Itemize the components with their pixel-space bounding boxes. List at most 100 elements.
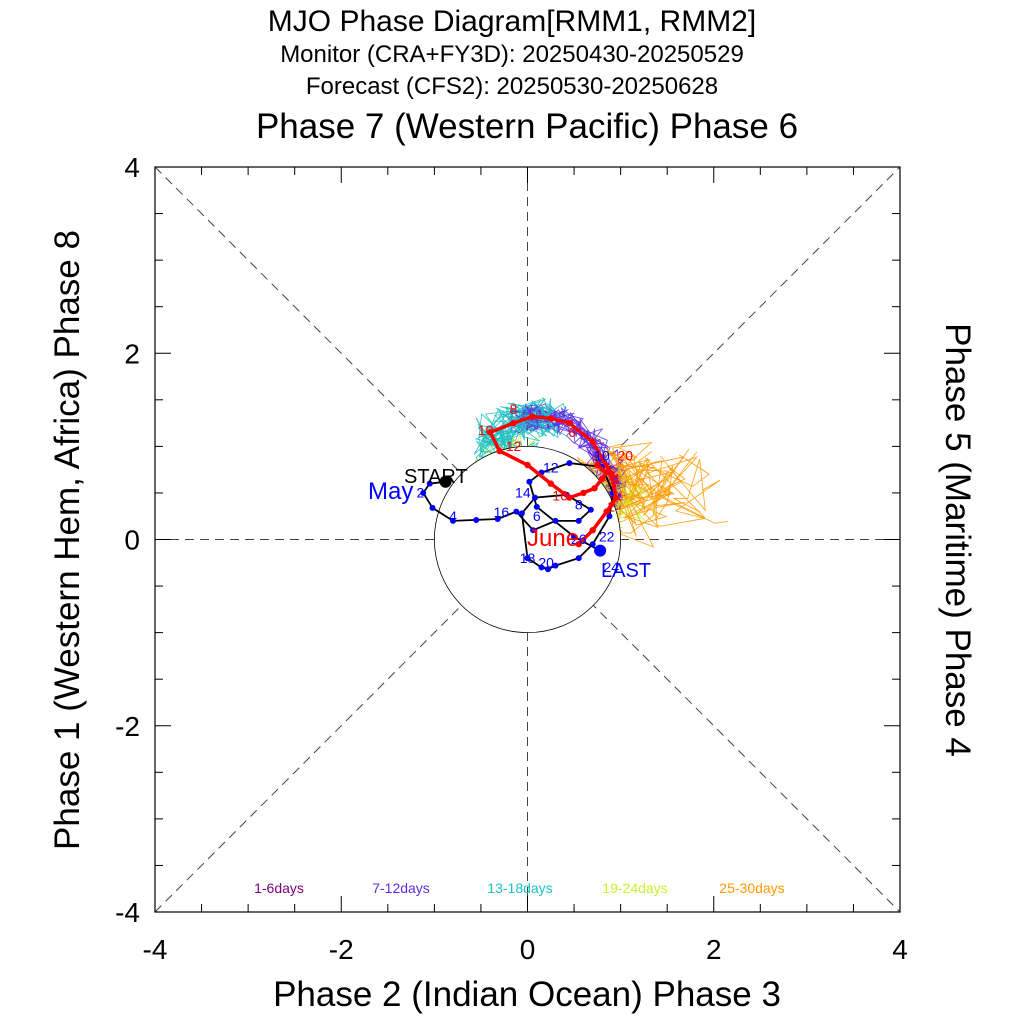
monitor-day-label: 14	[515, 485, 531, 501]
monitor-point	[552, 517, 559, 524]
forecast-point	[580, 489, 587, 497]
legend-item: 13-18days	[487, 880, 552, 896]
monitor-point	[526, 478, 533, 485]
forecast-point	[510, 419, 517, 427]
forecast-point	[603, 469, 610, 476]
legend-item: 25-30days	[719, 880, 784, 896]
x-tick-label: 4	[892, 934, 908, 965]
x-axis-title: Phase 2 (Indian Ocean) Phase 3	[273, 975, 781, 1014]
forecast-day-label: 16	[552, 487, 568, 503]
legend-item: 7-12days	[372, 880, 430, 896]
monitor-point	[575, 555, 582, 562]
monitor-day-label: 10	[594, 447, 610, 463]
monitor-day-label: 26	[571, 531, 587, 547]
monitor-day-label: 16	[494, 504, 510, 520]
forecast-point	[528, 413, 536, 420]
monitor-point	[544, 566, 551, 573]
x-tick-label: 2	[706, 934, 722, 965]
monitor-point	[518, 510, 525, 517]
y-tick-label: 0	[124, 525, 140, 556]
forecast-point	[589, 438, 596, 445]
monitor-line	[422, 462, 615, 571]
monitor-point	[429, 504, 436, 511]
start-label: START	[404, 466, 468, 488]
monitor-point	[589, 541, 596, 548]
month-june-label: June	[527, 525, 579, 552]
monitor-point	[513, 508, 520, 515]
monitor-point	[552, 562, 559, 569]
forecast-point	[566, 494, 573, 501]
legend-item: 19-24days	[602, 880, 667, 896]
x-tick-label: -4	[143, 934, 168, 965]
unit-circle-layer	[433, 445, 622, 634]
forecast-day-label: 20	[617, 447, 633, 463]
x-tick-label: -2	[329, 934, 354, 965]
last-marker	[594, 544, 607, 557]
monitor-day-label: 18	[520, 550, 536, 566]
monitor-point	[426, 480, 433, 487]
monitor-day-label: 12	[543, 459, 559, 475]
forecast-point	[547, 480, 554, 487]
unit-circle	[433, 445, 622, 634]
forecast-track	[487, 413, 620, 548]
monitor-day-label: 22	[599, 528, 615, 544]
legend-item: 1-6days	[254, 880, 304, 896]
monitor-point	[494, 516, 501, 523]
chart-title: MJO Phase Diagram[RMM1, RMM2]	[268, 5, 756, 38]
forecast-point	[598, 475, 606, 483]
forecast-day-label: 10	[478, 422, 494, 438]
monitor-point	[531, 494, 538, 501]
forecast-day-label: 8	[510, 401, 518, 417]
forecast-point	[591, 485, 598, 492]
forecast-point	[589, 526, 596, 534]
forecast-point	[612, 494, 620, 501]
monitor-track	[420, 460, 617, 573]
forecast-day-label: 4	[612, 471, 620, 487]
forecast-day-label: 12	[506, 438, 522, 454]
forecast-point	[594, 461, 601, 469]
start-marker	[439, 475, 452, 488]
x-tick-label: 0	[520, 934, 536, 965]
monitor-point	[450, 517, 456, 524]
forecast-day-label: 6	[568, 424, 576, 440]
monitor-point	[566, 460, 573, 467]
top-phase-label: Phase 7 (Western Pacific) Phase 6	[256, 107, 798, 146]
monitor-point	[571, 533, 578, 540]
y-tick-label: -2	[115, 711, 140, 742]
forecast-point	[575, 540, 582, 548]
ensemble-member-line	[589, 479, 721, 534]
forecast-point	[566, 419, 573, 427]
monitor-day-label: 24	[604, 559, 620, 575]
monitor-day-label: 6	[533, 508, 541, 524]
y-tick-label: -4	[115, 897, 140, 928]
right-phase-label: Phase 5 (Maritime) Phase 4	[938, 323, 977, 757]
forecast-point	[547, 415, 554, 422]
monitor-day-label: 8	[575, 497, 583, 513]
ensemble-member-line	[518, 406, 619, 502]
monitor-point	[538, 564, 545, 571]
monitor-point	[530, 527, 537, 534]
monitor-point	[524, 555, 531, 562]
monitor-point	[533, 503, 540, 510]
ensemble-legend: 1-6days 7-12days 13-18days 19-24days 25-30da…	[254, 880, 785, 896]
month-may-label: May	[368, 478, 413, 505]
monitor-point	[575, 517, 582, 524]
monitor-subtitle: Monitor (CRA+FY3D): 20250430-20250529	[280, 41, 744, 68]
monitor-day-label: 4	[449, 508, 457, 524]
forecast-point	[487, 429, 494, 436]
forecast-point	[524, 461, 531, 469]
y-axis-title: Phase 1 (Western Hem, Africa) Phase 8	[48, 230, 87, 850]
forecast-subtitle: Forecast (CFS2): 20250530-20250628	[306, 73, 718, 100]
forecast-point	[603, 508, 610, 515]
last-label: LAST	[601, 560, 651, 582]
y-tick-label: 4	[124, 152, 140, 183]
monitor-point	[606, 513, 613, 520]
y-tick-label: 2	[124, 338, 140, 369]
monitor-point	[473, 516, 480, 523]
forecast-point	[496, 447, 503, 455]
monitor-day-label: 2	[417, 485, 425, 501]
monitor-point	[420, 489, 427, 496]
